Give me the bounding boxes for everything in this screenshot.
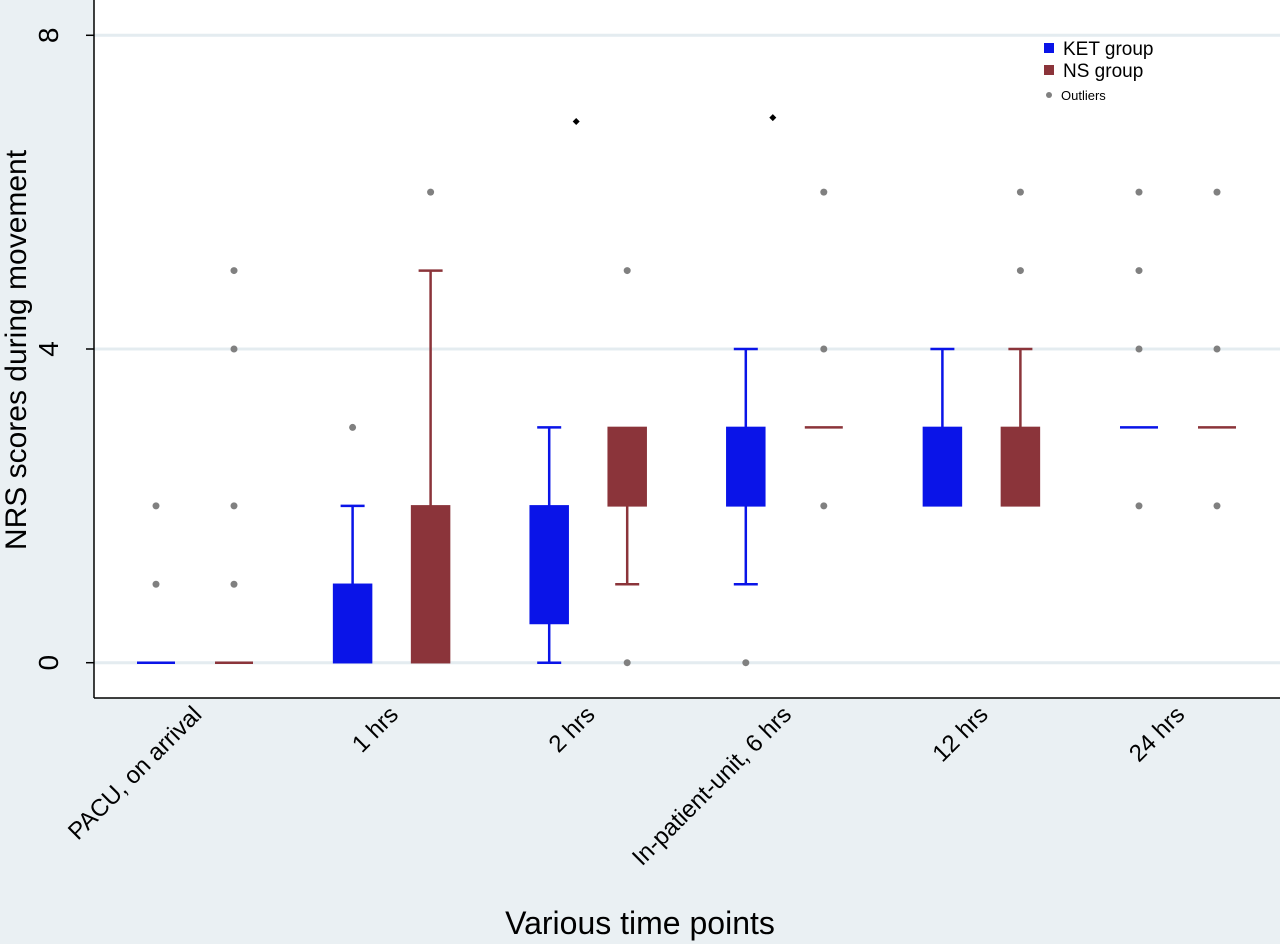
outlier-point: [152, 580, 160, 588]
outlier-point: [820, 345, 828, 353]
box-marks: [137, 114, 1236, 667]
x-axis-label: Various time points: [505, 905, 775, 941]
y-axis-label: NRS scores during movement: [0, 149, 33, 550]
outlier-point: [349, 423, 357, 431]
legend-label: KET group: [1063, 39, 1153, 60]
iqr-box: [410, 505, 451, 664]
y-tick-label: 0: [33, 655, 64, 671]
diamond-marker: [769, 114, 777, 122]
outlier-point: [230, 580, 238, 588]
outlier-point: [230, 345, 238, 353]
box-group: [726, 347, 766, 667]
iqr-box: [332, 583, 373, 664]
legend-label: NS group: [1063, 61, 1143, 82]
outlier-point: [427, 188, 435, 196]
outlier-point: [152, 502, 160, 510]
outlier-point: [1213, 188, 1221, 196]
iqr-box: [529, 505, 569, 625]
x-tick-label: 1 hrs: [347, 701, 404, 758]
outlier-point: [1135, 267, 1143, 275]
x-tick-labels: PACU, on arrival 1 hrs 2 hrs In-patient-uni…: [63, 701, 1190, 871]
x-tick-label: In-patient-unit, 6 hrs: [627, 701, 797, 871]
iqr-box: [726, 426, 766, 507]
outlier-point: [1213, 502, 1221, 510]
outlier-point: [230, 267, 238, 275]
outlier-point: [623, 267, 631, 275]
outlier-point: [742, 659, 750, 667]
box-group: [922, 347, 963, 507]
box-group: [137, 502, 175, 664]
legend-swatch: [1044, 65, 1054, 75]
y-tick-label: 8: [33, 28, 64, 44]
diamond-marker: [572, 118, 580, 126]
outlier-point: [230, 502, 238, 510]
legend-swatch: [1046, 92, 1052, 98]
box-group: [1120, 188, 1158, 510]
x-tick-label: 2 hrs: [544, 701, 601, 758]
outlier-point: [623, 659, 631, 667]
box-group: [1000, 188, 1041, 507]
gridlines: [94, 33, 1280, 665]
box-group: [410, 188, 451, 664]
box-group: [804, 188, 843, 510]
outlier-point: [1135, 188, 1143, 196]
x-tick-label: 24 hrs: [1124, 701, 1190, 767]
y-ticks: 0 4 8: [33, 28, 94, 671]
iqr-box: [1000, 426, 1041, 507]
iqr-box: [607, 426, 647, 507]
outlier-point: [1016, 188, 1024, 196]
box-group: [332, 423, 373, 664]
box-group: [607, 267, 647, 667]
box-group: [215, 267, 253, 664]
outlier-point: [1016, 267, 1024, 275]
outlier-point: [1213, 345, 1221, 353]
box-group: [529, 426, 569, 664]
outlier-point: [820, 188, 828, 196]
x-tick-label: 12 hrs: [927, 701, 993, 767]
outlier-point: [1135, 345, 1143, 353]
outlier-point: [820, 502, 828, 510]
legend-swatch: [1044, 43, 1054, 53]
box-group: [1198, 188, 1236, 510]
y-tick-label: 4: [33, 341, 64, 357]
iqr-box: [922, 426, 963, 507]
outlier-point: [1135, 502, 1143, 510]
legend-label: Outliers: [1061, 88, 1106, 103]
x-tick-label: PACU, on arrival: [63, 701, 207, 845]
